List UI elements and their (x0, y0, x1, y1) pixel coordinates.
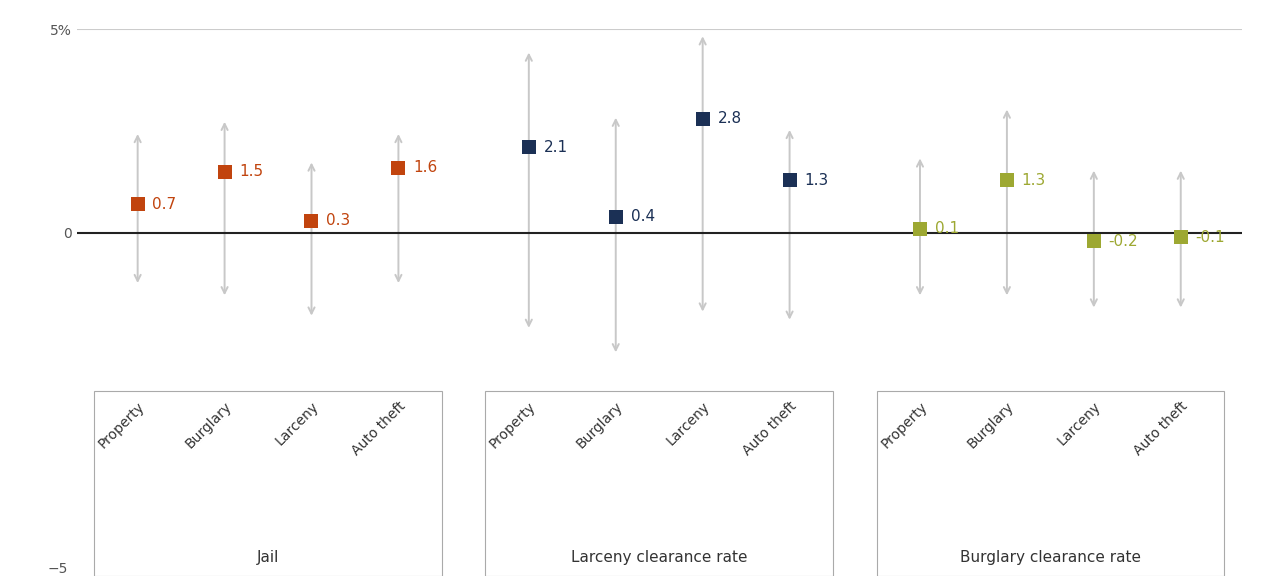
Text: 0.7: 0.7 (152, 197, 177, 212)
Point (301, 216, 321, 225)
Text: Property: Property (488, 399, 539, 450)
Text: -0.2: -0.2 (1108, 233, 1138, 249)
Point (1170, 232, 1190, 242)
Point (997, 175, 1018, 185)
Text: Property: Property (878, 399, 929, 450)
Bar (485, 392, 833, 576)
Text: Burglary: Burglary (183, 399, 234, 451)
Text: 1.5: 1.5 (239, 165, 264, 179)
Text: Auto theft: Auto theft (349, 399, 408, 458)
Text: Larceny clearance rate: Larceny clearance rate (571, 550, 748, 565)
Text: Auto theft: Auto theft (1132, 399, 1190, 458)
Text: Larceny: Larceny (1055, 399, 1103, 448)
Text: 1.3: 1.3 (1021, 172, 1046, 188)
Point (214, 167, 234, 176)
Text: Burglary: Burglary (965, 399, 1016, 451)
Text: 2.8: 2.8 (718, 112, 741, 126)
Text: Burglary clearance rate: Burglary clearance rate (960, 550, 1140, 565)
Text: 0.1: 0.1 (934, 222, 959, 236)
Text: −5: −5 (47, 562, 68, 576)
Text: 0.4: 0.4 (631, 209, 654, 224)
Text: Larceny: Larceny (664, 399, 713, 448)
Text: Jail: Jail (257, 550, 279, 565)
Point (780, 175, 800, 185)
Point (605, 212, 626, 222)
Text: 1.3: 1.3 (804, 172, 828, 188)
Point (388, 163, 408, 172)
Text: 1.6: 1.6 (413, 161, 438, 175)
Text: Burglary: Burglary (573, 399, 626, 451)
Point (128, 200, 148, 209)
Text: Property: Property (96, 399, 147, 450)
Text: 2.1: 2.1 (544, 140, 568, 155)
Point (1084, 236, 1105, 246)
Bar (95, 392, 442, 576)
Text: Larceny: Larceny (273, 399, 321, 448)
Point (910, 224, 931, 233)
Bar (877, 392, 1224, 576)
Text: 0.3: 0.3 (326, 213, 351, 228)
Point (518, 143, 539, 152)
Text: Auto theft: Auto theft (740, 399, 800, 458)
Text: -0.1: -0.1 (1196, 229, 1225, 245)
Point (692, 114, 713, 123)
